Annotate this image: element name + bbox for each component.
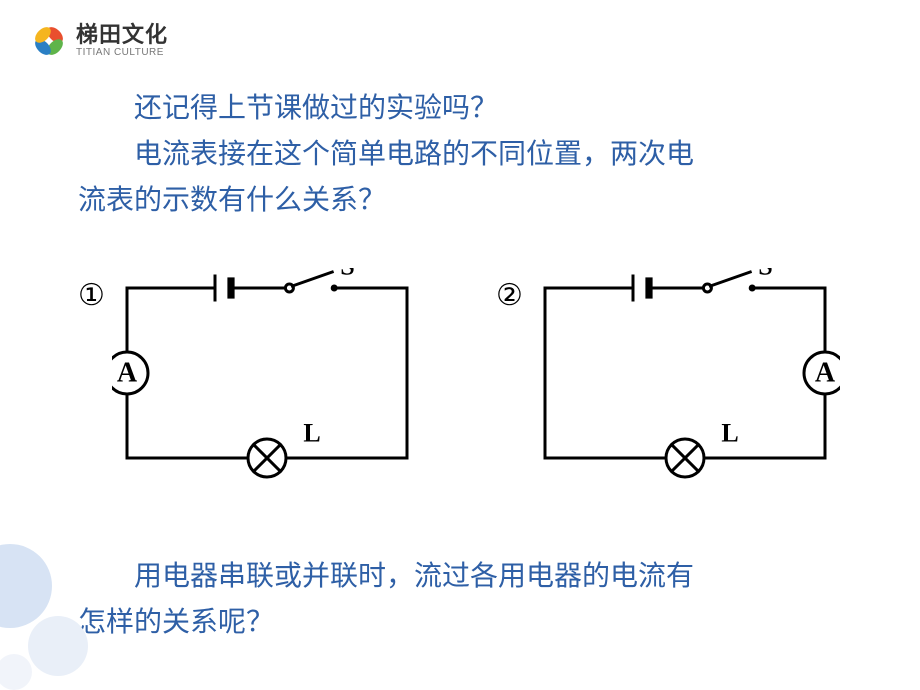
logo-text: 梯田文化 TITIAN CULTURE bbox=[76, 24, 168, 58]
q1-line2b: 流表的示数有什么关系？ bbox=[78, 178, 878, 224]
svg-text:A: A bbox=[117, 358, 138, 389]
circuit-diagram-1: ① SLA bbox=[82, 268, 422, 488]
q1-line1: 还记得上节课做过的实验吗？ bbox=[78, 86, 878, 132]
diagram-1-number: ① bbox=[78, 278, 105, 313]
svg-text:L: L bbox=[303, 419, 320, 448]
svg-text:L: L bbox=[721, 419, 738, 448]
logo-en: TITIAN CULTURE bbox=[76, 48, 168, 58]
diagram-row: ① SLA ② SAL bbox=[82, 268, 882, 488]
svg-text:S: S bbox=[758, 268, 772, 281]
deco-circle bbox=[0, 544, 52, 628]
diagram-2-number: ② bbox=[496, 278, 523, 313]
svg-text:A: A bbox=[815, 358, 836, 389]
circuit-1-svg: S L A bbox=[112, 268, 422, 488]
deco-circle bbox=[0, 654, 32, 690]
logo-cn: 梯田文化 bbox=[76, 24, 168, 46]
q2-line2: 怎样的关系呢？ bbox=[78, 600, 878, 646]
circuit-2-svg: S A L bbox=[530, 268, 840, 488]
circuit-diagram-2: ② SAL bbox=[500, 268, 840, 488]
logo-flower-icon bbox=[30, 22, 68, 60]
q2-line1: 用电器串联或并联时，流过各用电器的电流有 bbox=[78, 554, 878, 600]
question-2: 用电器串联或并联时，流过各用电器的电流有 怎样的关系呢？ bbox=[78, 554, 878, 646]
q1-line2a: 电流表接在这个简单电路的不同位置，两次电 bbox=[78, 132, 878, 178]
svg-text:S: S bbox=[340, 268, 354, 281]
logo: 梯田文化 TITIAN CULTURE bbox=[30, 22, 168, 60]
deco-circle bbox=[28, 616, 88, 676]
question-1: 还记得上节课做过的实验吗？ 电流表接在这个简单电路的不同位置，两次电 流表的示数… bbox=[78, 86, 878, 225]
